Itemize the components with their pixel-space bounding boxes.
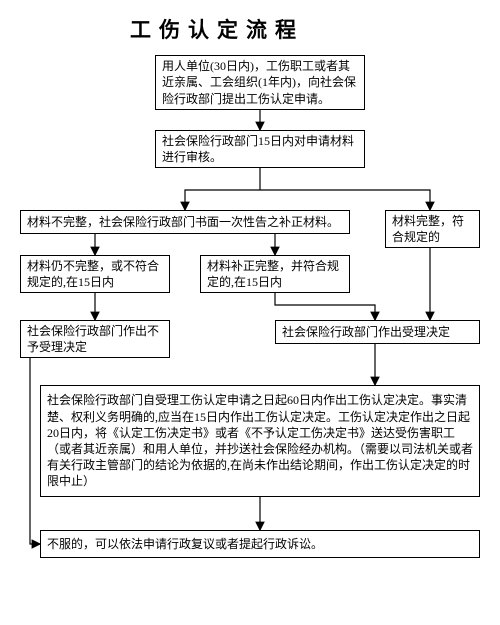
node-n5: 材料仍不完整，或不符合规定的,在15日内	[20, 255, 170, 293]
edge-3	[260, 190, 430, 210]
node-n10: 不服的，可以依法申请行政复议或者提起行政诉讼。	[40, 530, 480, 558]
node-n1: 用人单位(30日内)，工伤职工或者其近亲属、工会组织(1年内)，向社会保险行政部…	[155, 55, 365, 110]
edge-10	[30, 358, 40, 544]
node-n2: 社会保险行政部门15日内对申请材料进行审核。	[155, 130, 365, 168]
flowchart-canvas: 工伤认定流程 用人单位(30日内)，工伤职工或者其近亲属、工会组织(1年内)，向…	[0, 0, 500, 625]
node-n9: 社会保险行政部门自受理工伤认定申请之日起60日内作出工伤认定决定。事实清楚、权利…	[40, 385, 480, 497]
node-n6: 材料补正完整，并符合规定的,在15日内	[200, 255, 350, 293]
diagram-title: 工伤认定流程	[130, 14, 304, 44]
node-n4: 材料完整，符合规定的	[385, 210, 480, 248]
node-n3: 材料不完整，社会保险行政部门书面一次性告之补正材料。	[20, 210, 350, 234]
node-n8: 社会保险行政部门作出受理决定	[275, 320, 480, 344]
edge-2	[185, 190, 260, 210]
edge-7	[275, 293, 375, 320]
node-n7: 社会保险行政部门作出不予受理决定	[20, 320, 170, 358]
